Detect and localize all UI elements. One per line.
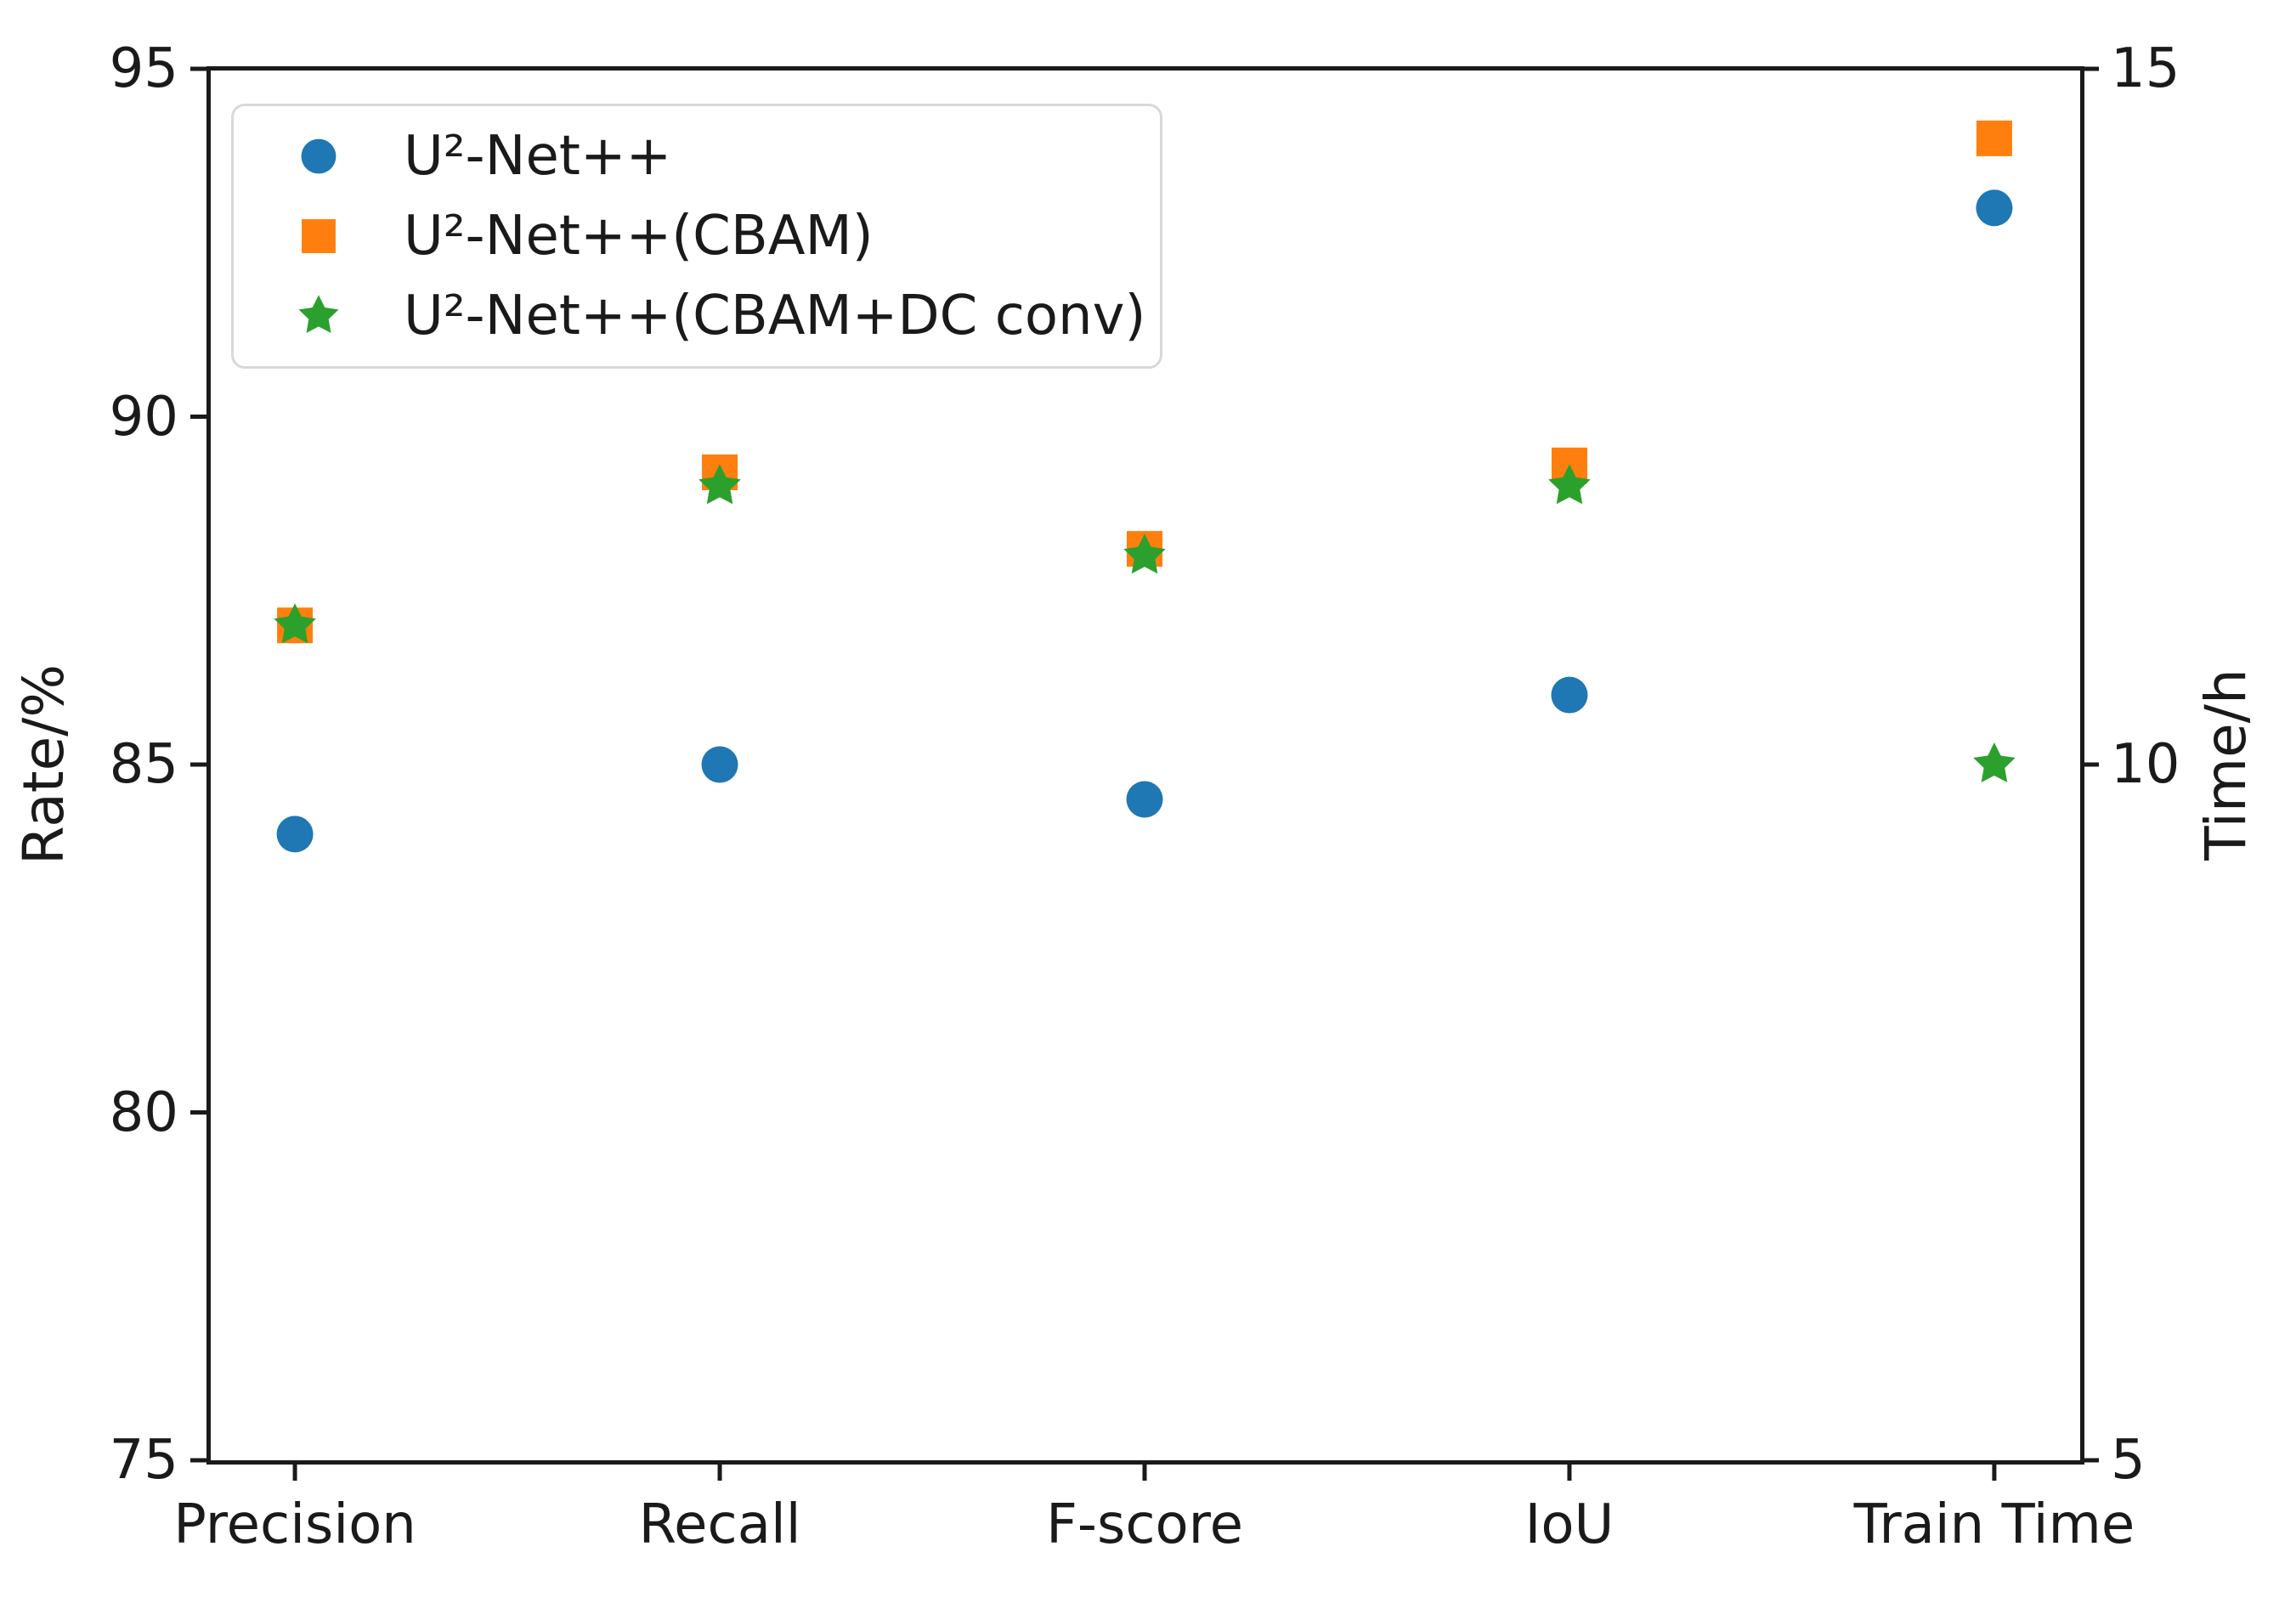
legend-star-icon	[268, 289, 370, 343]
y-left-tick-label: 80	[109, 1081, 178, 1144]
y-right-tick-label: 10	[2111, 733, 2180, 796]
x-tick-label-train-time: Train Time	[1853, 1493, 2135, 1556]
y-right-tick-label: 5	[2111, 1429, 2146, 1492]
x-tick-label-iou: IoU	[1524, 1493, 1615, 1556]
legend-square-icon	[268, 209, 370, 263]
legend-label: U²-Net++(CBAM+DC conv)	[404, 285, 1146, 347]
legend-label: U²-Net++(CBAM)	[404, 205, 874, 268]
legend-item: U²-Net++	[268, 116, 1143, 196]
y-left-tick-label: 90	[109, 385, 178, 449]
y-right-tick-label: 15	[2111, 37, 2180, 100]
legend-circle-icon	[268, 129, 370, 183]
x-tick-label-recall: Recall	[638, 1493, 801, 1556]
legend-marker-glyph	[302, 219, 336, 253]
legend-item: U²-Net++(CBAM+DC conv)	[268, 276, 1146, 356]
legend-label: U²-Net++	[404, 125, 672, 188]
legend-marker-glyph	[298, 295, 339, 333]
legend-marker-glyph	[301, 138, 336, 174]
y-left-tick-label: 75	[109, 1429, 178, 1492]
x-tick-label-precision: Precision	[173, 1493, 416, 1556]
y-left-tick-label: 85	[109, 733, 178, 796]
legend: U²-Net++ U²-Net++(CBAM) U²-Net++(CBAM+DC c…	[231, 104, 1162, 369]
legend-item: U²-Net++(CBAM)	[268, 196, 1143, 276]
y-left-tick-label: 95	[109, 37, 178, 100]
x-tick-label-f-score: F-score	[1046, 1493, 1243, 1556]
